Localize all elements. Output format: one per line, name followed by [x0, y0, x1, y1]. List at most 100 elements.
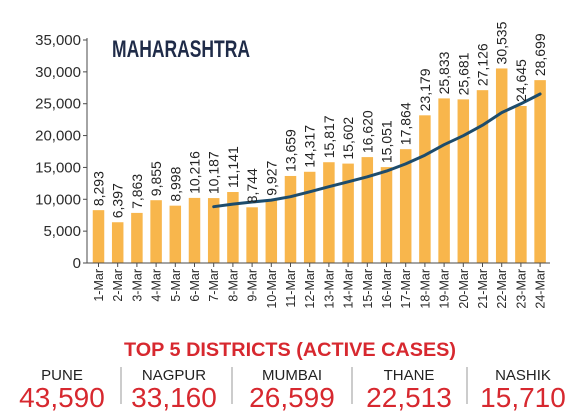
x-tick-label: 8-Mar — [226, 269, 240, 302]
x-tick-label: 1-Mar — [92, 269, 106, 302]
bar-4-mar — [150, 200, 162, 263]
x-tick-label: 11-Mar — [284, 269, 298, 308]
x-tick-label: 24-Mar — [534, 269, 548, 309]
bar-16-mar — [380, 167, 393, 263]
district-column-nagpur: NAGPUR 33,160 — [131, 367, 217, 413]
x-tick-label: 6-Mar — [188, 269, 202, 302]
x-tick-label: 4-Mar — [150, 269, 164, 302]
x-tick-label: 3-Mar — [130, 269, 144, 302]
bar-24-mar — [534, 80, 546, 264]
bar-8-mar — [227, 192, 239, 263]
bar-14-mar — [342, 163, 354, 263]
bar-15-mar — [361, 157, 374, 263]
district-active-cases: 15,710 — [480, 382, 566, 413]
y-tick-label: 5,000 — [43, 223, 81, 240]
x-tick-label: 20-Mar — [457, 269, 471, 309]
bars — [92, 68, 546, 264]
y-tick-label: 15,000 — [35, 159, 81, 176]
bar-3-mar — [131, 212, 143, 263]
value-label-2-mar: 6,397 — [110, 183, 126, 218]
value-label-23-mar: 24,645 — [513, 59, 529, 102]
district-name: PUNE — [41, 367, 83, 384]
x-tick-label: 17-Mar — [399, 269, 413, 309]
top-districts-panel: TOP 5 DISTRICTS (ACTIVE CASES) PUNE 43,5… — [19, 340, 566, 413]
x-tick-label: 7-Mar — [207, 269, 221, 302]
bar-21-mar — [476, 90, 489, 263]
district-active-cases: 22,513 — [366, 382, 452, 413]
chart-title: MAHARASHTRA — [112, 36, 250, 63]
district-column-nashik: NASHIK 15,710 — [480, 367, 566, 413]
value-label-18-mar: 23,179 — [417, 68, 433, 111]
bar-19-mar — [438, 98, 450, 263]
value-label-19-mar: 25,833 — [436, 51, 452, 94]
daily-cases-chart: 0 5,000 10,000 15,000 20,000 25,000 30,000 35,0… — [35, 21, 550, 309]
bar-9-mar — [246, 207, 258, 263]
value-label-16-mar: 15,051 — [379, 120, 395, 163]
x-tick-label: 2-Mar — [111, 269, 125, 302]
bar-7-mar — [207, 198, 220, 263]
bar-17-mar — [399, 149, 412, 263]
y-tick-label: 10,000 — [35, 191, 81, 208]
value-label-15-mar: 16,620 — [359, 110, 375, 153]
value-label-20-mar: 25,681 — [455, 52, 471, 95]
bar-11-mar — [284, 175, 297, 263]
bar-1-mar — [92, 210, 105, 263]
value-label-17-mar: 17,864 — [398, 102, 414, 145]
value-label-1-mar: 8,293 — [91, 171, 107, 206]
district-column-pune: PUNE 43,590 — [19, 367, 105, 413]
x-tick-label: 15-Mar — [361, 269, 375, 309]
bar-5-mar — [169, 205, 182, 263]
x-tick-label: 5-Mar — [169, 269, 183, 302]
value-label-24-mar: 28,699 — [532, 33, 548, 76]
y-tick-label: 25,000 — [35, 96, 81, 113]
value-label-7-mar: 10,187 — [206, 151, 222, 194]
district-active-cases: 43,590 — [19, 382, 105, 413]
value-label-6-mar: 10,216 — [187, 151, 203, 194]
x-axis: 1-Mar 2-Mar 3-Mar 4-Mar 5-Mar 6-Mar 7-Mar 8-Mar… — [87, 262, 550, 309]
bar-6-mar — [188, 197, 201, 263]
bar-22-mar — [495, 68, 508, 263]
x-tick-label: 23-Mar — [514, 269, 528, 309]
y-tick-label: 35,000 — [35, 32, 81, 49]
value-label-12-mar: 14,317 — [302, 125, 318, 168]
x-tick-label: 22-Mar — [495, 269, 509, 309]
districts-heading: TOP 5 DISTRICTS (ACTIVE CASES) — [124, 340, 456, 361]
bar-10-mar — [265, 199, 278, 263]
bar-13-mar — [323, 162, 335, 263]
y-tick-label: 0 — [73, 255, 81, 272]
value-label-14-mar: 15,602 — [340, 117, 356, 160]
value-label-3-mar: 7,863 — [129, 174, 145, 209]
bar-18-mar — [419, 115, 431, 264]
x-tick-label: 13-Mar — [322, 269, 336, 309]
district-active-cases: 33,160 — [131, 382, 217, 413]
x-tick-label: 14-Mar — [342, 269, 356, 309]
district-column-mumbai: MUMBAI 26,599 — [249, 367, 335, 413]
district-name: THANE — [384, 367, 435, 384]
y-axis: 0 5,000 10,000 15,000 20,000 25,000 30,000 35,0… — [35, 32, 88, 272]
value-label-13-mar: 15,817 — [321, 115, 337, 158]
value-label-5-mar: 8,998 — [167, 166, 183, 201]
value-labels: 8,293 6,397 7,863 9,855 8,998 10,216 10,187 11,… — [91, 21, 549, 218]
x-tick-label: 16-Mar — [380, 269, 394, 309]
x-tick-label: 12-Mar — [303, 269, 317, 309]
y-tick-label: 30,000 — [35, 64, 81, 81]
trend-line — [212, 92, 542, 209]
district-name: NAGPUR — [142, 367, 206, 384]
value-label-10-mar: 9,927 — [263, 161, 279, 196]
district-name: MUMBAI — [262, 367, 322, 384]
district-column-thane: THANE 22,513 — [366, 367, 452, 413]
value-label-21-mar: 27,126 — [475, 43, 491, 86]
value-label-4-mar: 9,855 — [148, 161, 164, 196]
value-label-9-mar: 8,744 — [244, 168, 260, 203]
x-tick-label: 18-Mar — [418, 269, 432, 309]
value-label-8-mar: 11,141 — [225, 146, 241, 188]
x-tick-label: 21-Mar — [476, 269, 490, 309]
y-tick-label: 20,000 — [35, 128, 81, 145]
value-label-11-mar: 13,659 — [283, 129, 299, 172]
x-tick-label: 9-Mar — [246, 269, 260, 302]
x-tick-label: 19-Mar — [438, 269, 452, 309]
district-name: NASHIK — [495, 367, 551, 384]
bar-2-mar — [111, 222, 124, 263]
bar-20-mar — [457, 99, 470, 264]
